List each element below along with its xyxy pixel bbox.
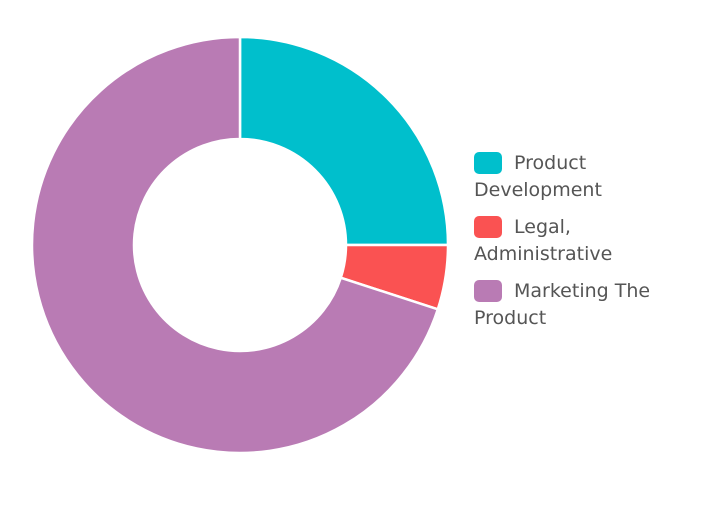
legend-label-product-development: Product Development xyxy=(474,152,602,201)
legend-swatch-marketing-the-product xyxy=(474,280,502,302)
legend-item-product-development[interactable]: Product Development xyxy=(474,150,694,204)
legend-item-legal-administrative[interactable]: Legal, Administrative xyxy=(474,214,694,268)
chart-legend: Product Development Legal, Administrativ… xyxy=(474,150,694,342)
legend-swatch-product-development xyxy=(474,152,502,174)
legend-label-marketing-the-product: Marketing The Product xyxy=(474,280,651,329)
legend-label-legal-administrative: Legal, Administrative xyxy=(474,216,613,265)
legend-item-marketing-the-product[interactable]: Marketing The Product xyxy=(474,278,694,332)
legend-swatch-legal-administrative xyxy=(474,216,502,238)
donut-slice-product-development[interactable] xyxy=(238,35,450,247)
donut-slice-marketing-the-product[interactable] xyxy=(30,35,440,455)
